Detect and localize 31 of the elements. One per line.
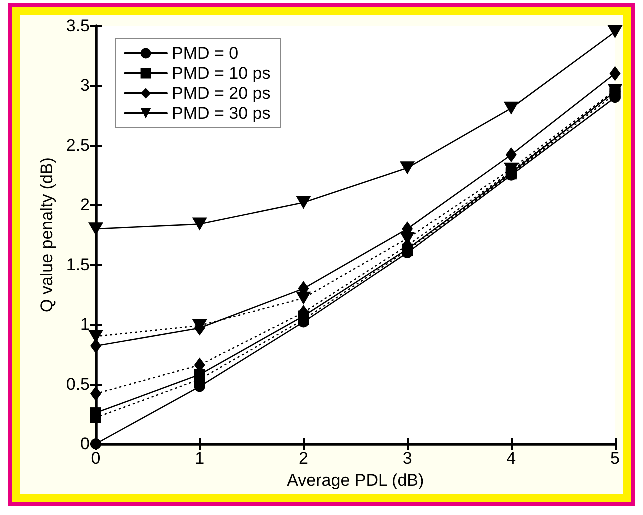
point [296, 196, 312, 210]
y-tick-label: 1 [80, 315, 90, 334]
point [400, 162, 416, 175]
point [506, 148, 517, 163]
x-tick-label: 3 [402, 449, 412, 468]
x-tick-label: 5 [610, 449, 620, 468]
y-tick-label: 0.5 [66, 374, 90, 394]
legend-label: PMD = 30 ps [172, 104, 271, 123]
x-tick-label: 4 [506, 449, 516, 468]
y-tick-label: 1.5 [66, 255, 90, 274]
legend-label: PMD = 10 ps [172, 64, 271, 83]
x-axis-title: Average PDL (dB) [287, 471, 424, 490]
legend-label: PMD = 0 [172, 44, 239, 63]
y-tick-label: 2 [80, 196, 90, 215]
point [90, 338, 102, 354]
y-tick-label: 3.5 [66, 16, 90, 36]
y-axis-title: Q value penalty (dB) [37, 158, 56, 313]
x-tick-label: 1 [195, 449, 205, 468]
y-tick-label: 2.5 [66, 136, 90, 155]
point [608, 25, 623, 38]
point [88, 222, 104, 236]
point [298, 310, 310, 322]
x-tick-label: 2 [298, 449, 308, 468]
y-tick-label: 3 [80, 76, 90, 96]
point [90, 386, 102, 402]
point [192, 218, 208, 231]
legend-label: PMD = 20 ps [172, 84, 271, 103]
point [610, 66, 621, 82]
point [504, 102, 519, 115]
point [194, 369, 206, 380]
y-tick-label: 0 [80, 434, 90, 454]
